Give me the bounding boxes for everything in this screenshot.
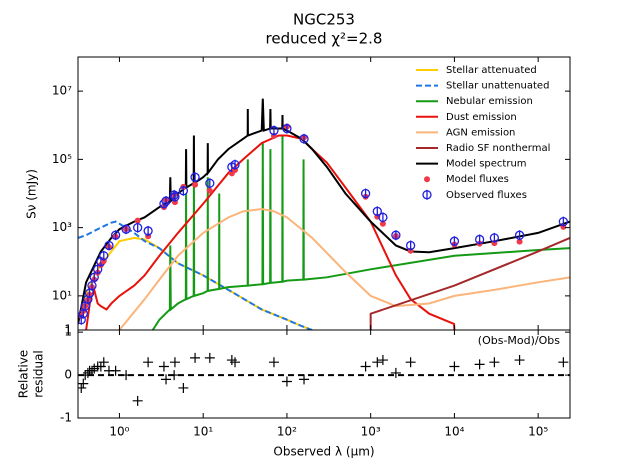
legend-label: Radio SF nonthermal: [446, 143, 550, 154]
residual-point: [514, 355, 525, 366]
x-tick-label: 10²: [277, 425, 297, 439]
sed-curve: [78, 220, 313, 330]
residual-point: [78, 382, 87, 393]
residual-point: [169, 357, 180, 368]
legend-label: Dust emission: [446, 112, 517, 123]
legend-label: Stellar attenuated: [446, 65, 537, 76]
residual-point: [405, 357, 416, 368]
sed-curve: [118, 208, 570, 330]
residual-point: [299, 374, 310, 385]
residual-point: [158, 361, 169, 372]
y-tick-label: 10¹: [52, 288, 72, 302]
residual-point: [489, 357, 500, 368]
residual-y-tick-label: -1: [60, 411, 72, 425]
residual-point: [98, 357, 109, 368]
legend-label: Observed fluxes: [446, 190, 527, 201]
residual-point: [78, 378, 89, 389]
residual-point: [161, 374, 172, 385]
residual-point: [360, 361, 371, 372]
model-flux: [192, 181, 199, 188]
residual-point: [372, 357, 383, 368]
residual-point: [449, 361, 460, 372]
y-tick-label: 10⁷: [52, 84, 72, 98]
legend-swatch: [424, 176, 430, 183]
residual-point: [474, 359, 485, 370]
sed-curve: [78, 98, 570, 325]
residual-point: [82, 367, 93, 378]
residual-point: [132, 395, 143, 406]
residual-point: [377, 355, 388, 366]
x-tick-label: 10⁵: [528, 425, 548, 439]
legend-label: AGN emission: [446, 127, 515, 138]
residual-frame: [77, 329, 571, 419]
residual-label: Relative: [17, 350, 31, 398]
residual-point: [390, 367, 401, 378]
y-tick-label: 1: [64, 323, 72, 337]
model-flux: [134, 217, 141, 224]
residual-y-tick-label: 1: [64, 325, 72, 339]
residual-point: [281, 376, 292, 387]
y-tick-label: 10³: [52, 220, 72, 234]
sed-curve: [369, 236, 570, 330]
x-tick-label: 10⁰: [109, 425, 129, 439]
residual-area: [78, 352, 569, 406]
residual-point: [204, 352, 215, 363]
legend-label: Model spectrum: [446, 159, 527, 170]
x-tick-label: 10¹: [193, 425, 213, 439]
model-flux: [516, 238, 523, 245]
residual-point: [558, 357, 569, 368]
sed-curve: [151, 135, 570, 330]
residual-point: [230, 357, 241, 368]
legend-label: Stellar unattenuated: [446, 81, 549, 92]
legend-label: Nebular emission: [446, 96, 533, 107]
residual-point: [143, 357, 154, 368]
legend-label: Model fluxes: [446, 174, 509, 185]
residual-point: [178, 382, 189, 393]
y-tick-label: 10⁵: [52, 152, 72, 166]
x-axis-label: Observed λ (μm): [273, 445, 374, 459]
plot-area: [78, 98, 570, 330]
residual-label: residual: [32, 350, 46, 398]
x-tick-label: 10³: [361, 425, 381, 439]
residual-point: [110, 365, 121, 376]
residual-annotation: (Obs-Mod)/Obs: [478, 334, 560, 347]
residual-point: [190, 352, 201, 363]
residual-y-tick-label: 0: [64, 368, 72, 382]
residual-point: [268, 357, 279, 368]
chart-subtitle: reduced χ²=2.8: [266, 30, 383, 48]
model-flux: [206, 187, 213, 194]
model-flux: [379, 220, 386, 227]
x-tick-label: 10⁴: [444, 425, 464, 439]
y-axis-label: Sν (mJy): [25, 169, 39, 219]
chart-title: NGC253: [293, 11, 355, 29]
